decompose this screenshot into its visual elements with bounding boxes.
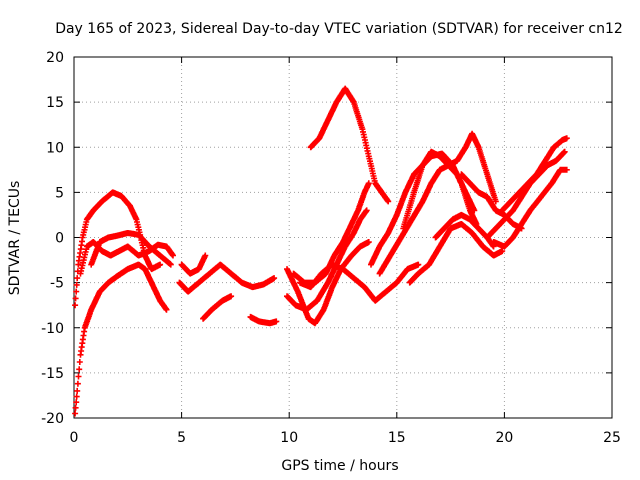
x-tick-label: 15 (388, 430, 406, 446)
series-arc-8 (248, 314, 280, 326)
y-tick-label: 20 (46, 50, 64, 66)
y-tick-label: 5 (55, 185, 64, 201)
x-tick-label: 5 (177, 430, 186, 446)
x-tick-label: 25 (603, 430, 621, 446)
x-tick-label: 0 (70, 430, 79, 446)
series-arc-20 (484, 149, 568, 241)
data-point-markers (484, 149, 568, 241)
y-tick-label: -5 (50, 276, 64, 292)
data-point-markers (308, 86, 392, 205)
x-tick-label: 10 (280, 430, 298, 446)
y-tick-label: 10 (46, 140, 64, 156)
y-axis-label: SDTVAR / TECUs (7, 181, 23, 296)
data-point-markers (368, 151, 479, 268)
y-tick-label: -10 (41, 321, 64, 337)
series-arc-14 (368, 151, 479, 268)
data-point-markers (179, 253, 209, 277)
data-points (72, 86, 570, 417)
series-arc-1 (72, 262, 169, 417)
data-point-markers (200, 293, 234, 322)
x-tick-label: 20 (495, 430, 513, 446)
series-arc-7 (200, 293, 234, 322)
series-arc-13 (308, 86, 392, 205)
data-point-markers (72, 262, 169, 417)
y-tick-label: 15 (46, 95, 64, 111)
series-arc-6 (179, 253, 209, 277)
y-tick-label: -20 (41, 411, 64, 427)
sdtvar-chart: Day 165 of 2023, Sidereal Day-to-day VTE… (0, 0, 640, 480)
chart-title: Day 165 of 2023, Sidereal Day-to-day VTE… (55, 21, 623, 37)
y-tick-label: -15 (41, 366, 64, 382)
data-point-markers (176, 262, 277, 295)
series-arc-5 (176, 262, 277, 295)
data-point-markers (248, 314, 280, 326)
y-tick-label: 0 (55, 231, 64, 247)
x-axis-label: GPS time / hours (281, 458, 398, 474)
